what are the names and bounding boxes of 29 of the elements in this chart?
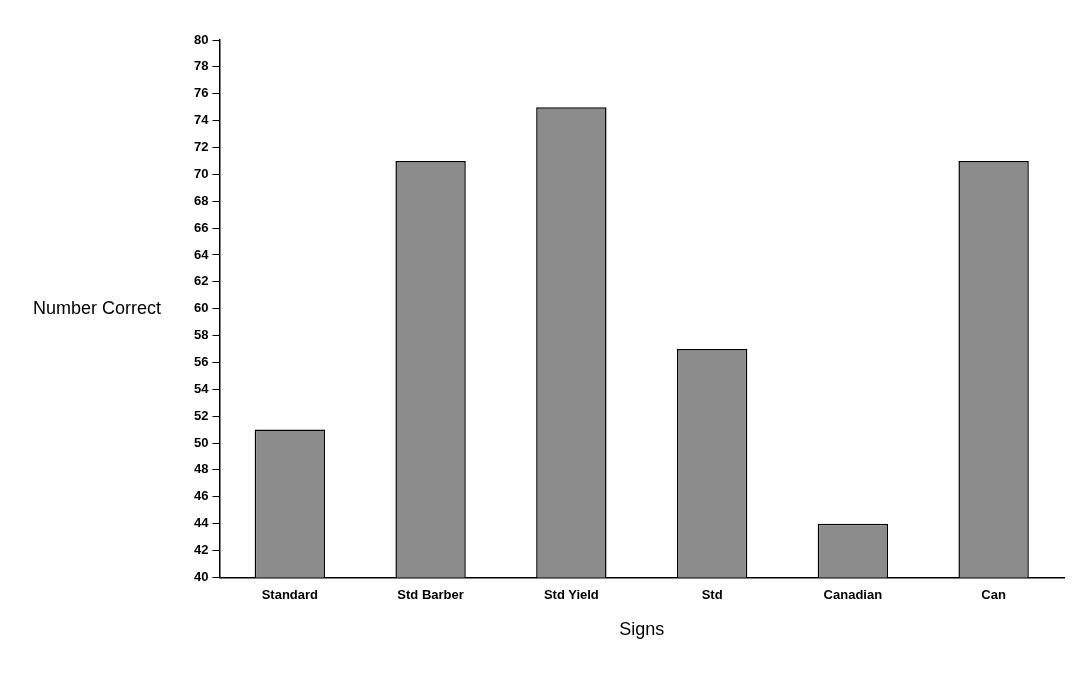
x-tick-label: Standard — [261, 586, 319, 602]
x-tick-label: Can — [981, 586, 1006, 602]
y-tick-label: 68 — [193, 192, 209, 208]
x-tick-label: Std Barber — [397, 586, 464, 602]
y-tick-label: 42 — [193, 542, 209, 558]
y-tick-label: 72 — [193, 139, 209, 155]
y-tick-label: 76 — [193, 85, 209, 101]
y-tick-label: 46 — [193, 488, 209, 504]
y-tick-label: 78 — [193, 58, 209, 74]
y-tick-label: 70 — [193, 165, 209, 181]
y-tick-label: 80 — [193, 31, 209, 47]
x-tick-label: Std Yield — [543, 586, 599, 602]
x-tick-label: Std — [701, 586, 723, 602]
y-tick-label: 60 — [193, 300, 209, 316]
y-axis-title: Number Correct — [32, 297, 162, 318]
y-tick-label: 48 — [193, 461, 209, 477]
x-tick-label: Canadian — [823, 586, 883, 602]
y-tick-label: 50 — [193, 434, 209, 450]
y-tick-label: 56 — [193, 354, 209, 370]
y-tick-label: 58 — [193, 327, 209, 343]
y-tick-label: 74 — [193, 112, 210, 128]
x-axis-title: Signs — [619, 618, 665, 639]
y-tick-label: 62 — [193, 273, 209, 289]
y-tick-label: 40 — [193, 568, 209, 584]
y-tick-label: 54 — [193, 380, 210, 396]
y-tick-label: 52 — [193, 407, 209, 423]
y-tick-label: 44 — [193, 515, 210, 531]
y-tick-label: 64 — [193, 246, 210, 262]
y-tick-label: 66 — [193, 219, 209, 235]
